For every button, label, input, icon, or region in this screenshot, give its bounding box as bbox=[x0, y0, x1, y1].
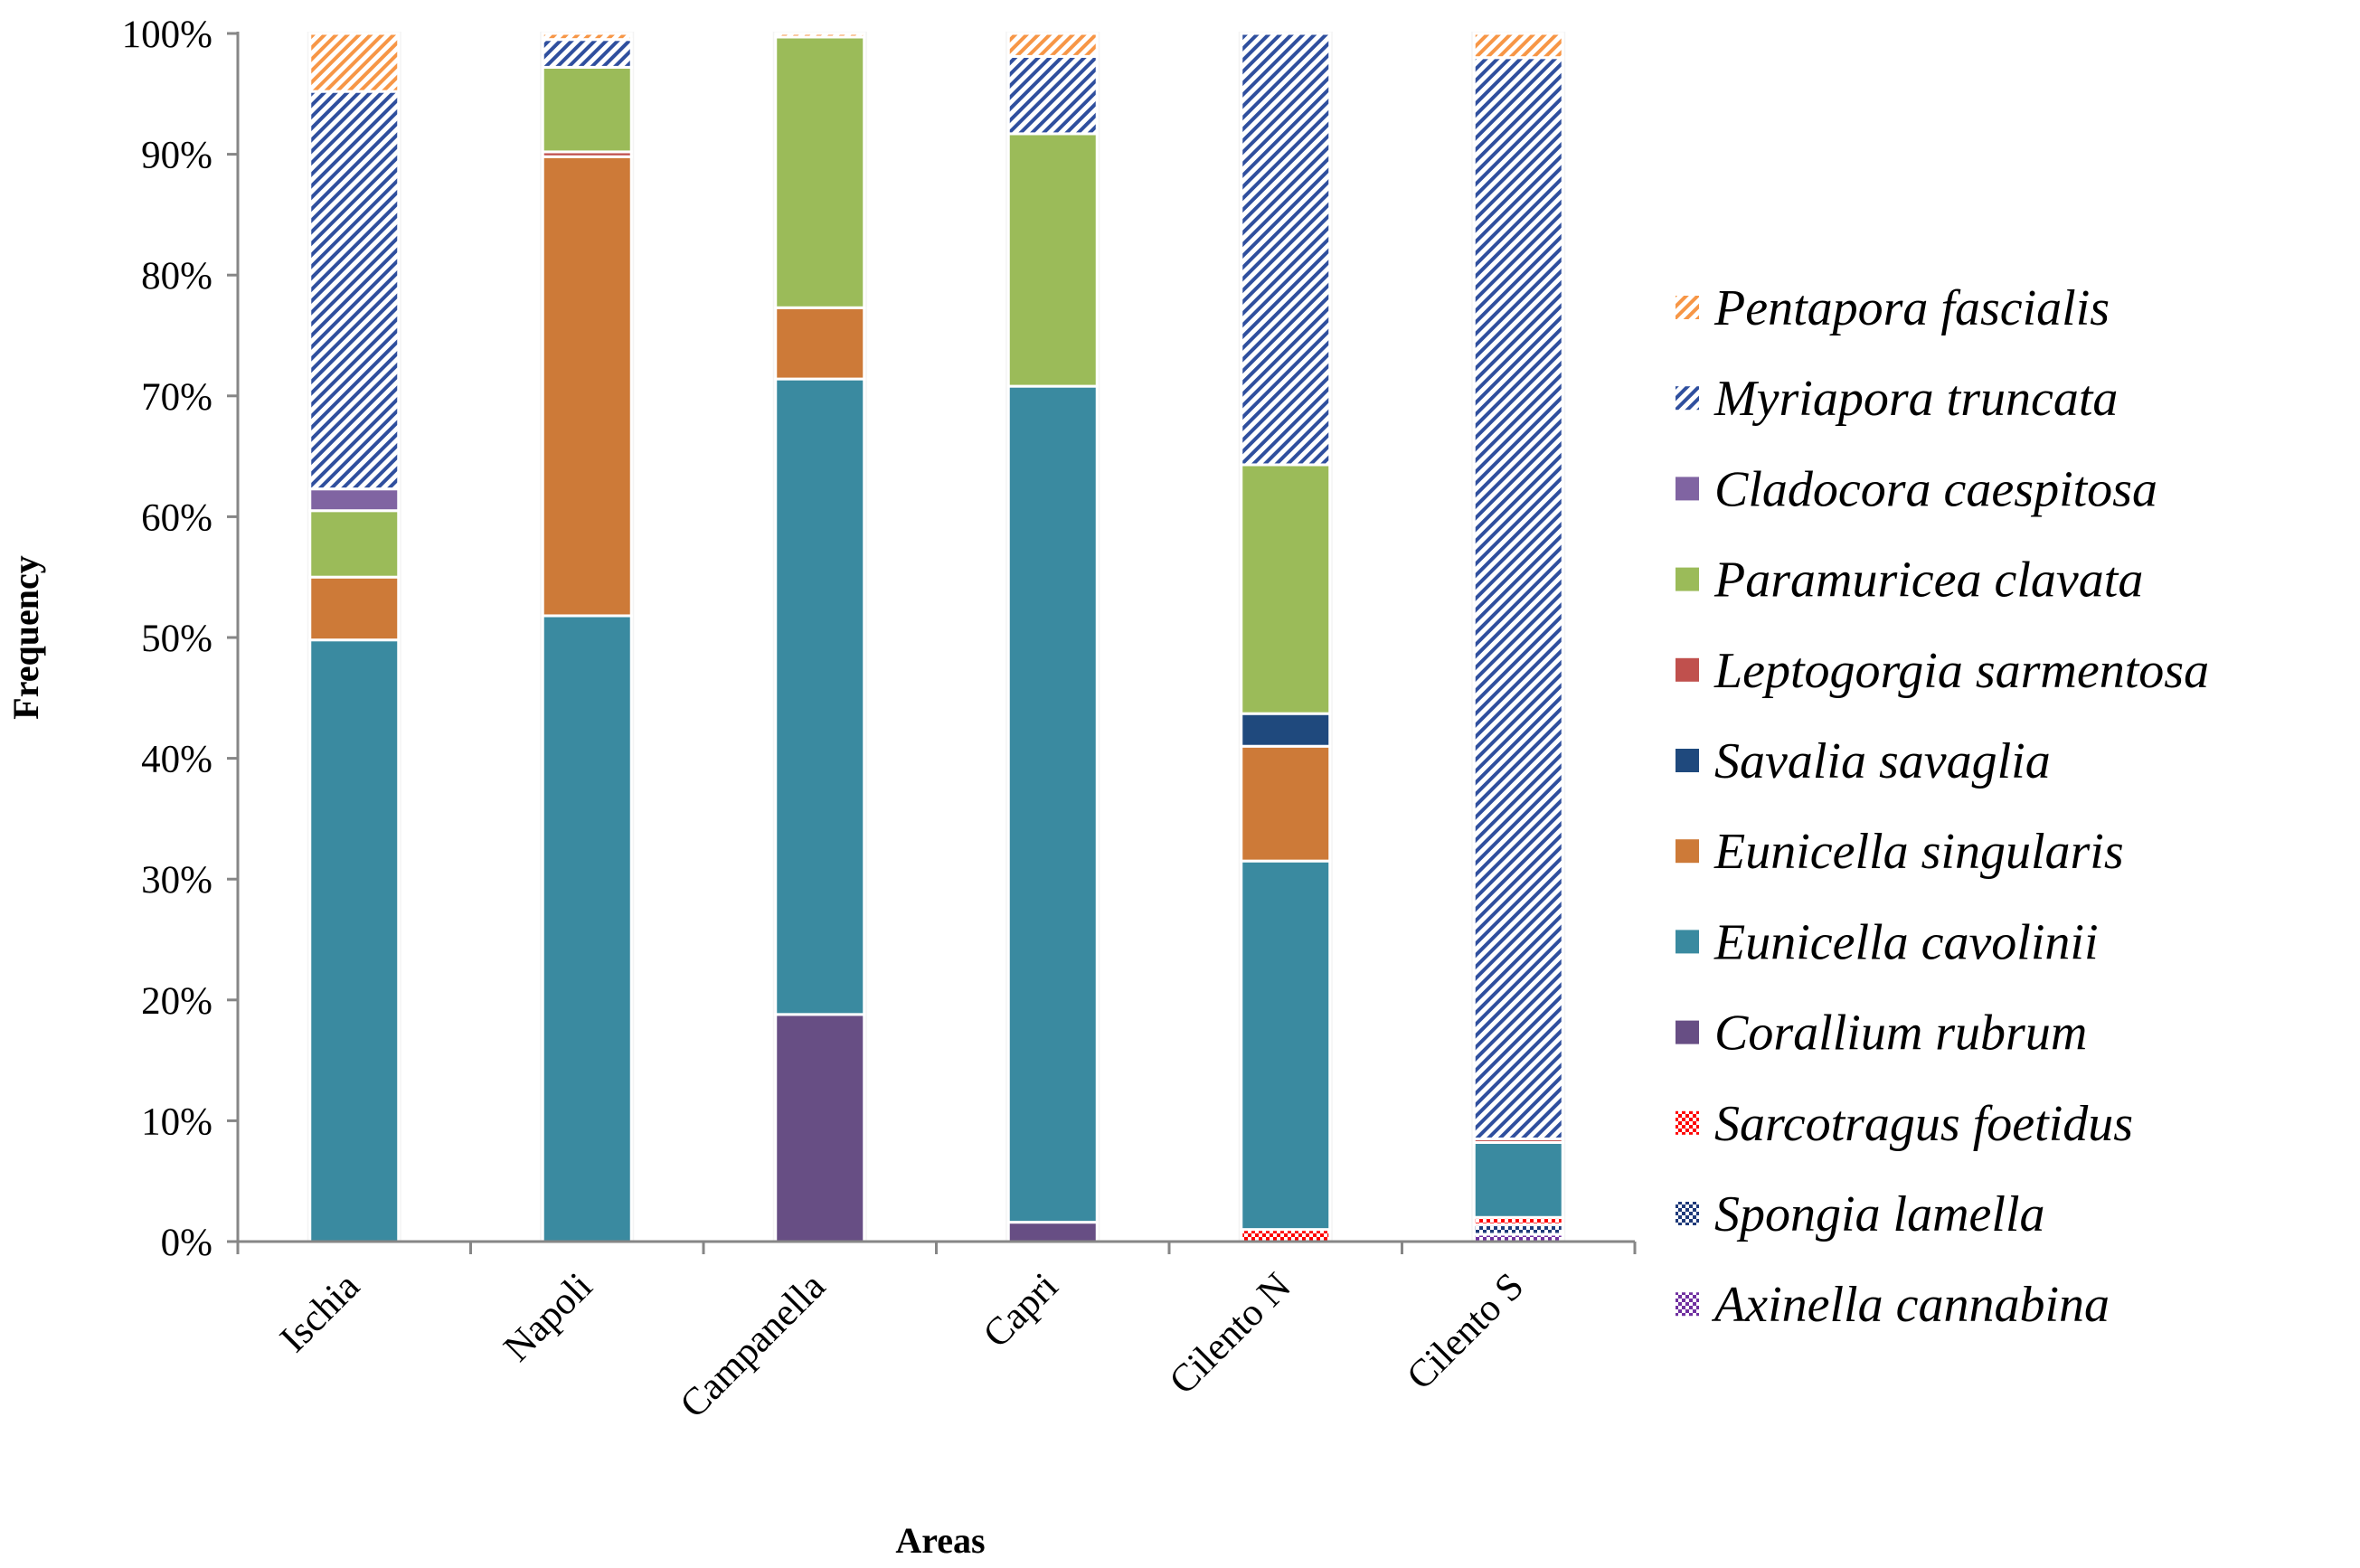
legend-swatch bbox=[1676, 477, 1699, 501]
bar-segment-cilento-n-eunicella-singularis bbox=[1240, 744, 1332, 863]
y-tick-label: 10% bbox=[141, 1100, 212, 1143]
y-tick-label: 20% bbox=[141, 980, 212, 1023]
bar-segment-cilento-n-myriapora-truncata bbox=[1240, 32, 1332, 467]
bar-stack-cilento-n bbox=[1238, 32, 1333, 1243]
bar-stack-napoli bbox=[540, 32, 635, 1243]
bar-segment-napoli-eunicella-cavolinii bbox=[541, 614, 633, 1243]
bar-segment-napoli-eunicella-singularis bbox=[541, 155, 633, 618]
legend-label: Paramuricea clavata bbox=[1713, 553, 2143, 609]
legend-item-axinella-cannabina: Axinella cannabina bbox=[1676, 1277, 2110, 1333]
bar-segment-capri-paramuricea-clavata bbox=[1006, 132, 1099, 388]
y-tick-label: 80% bbox=[141, 255, 212, 298]
bar-stack-campanella bbox=[772, 32, 867, 1243]
y-tick-label: 60% bbox=[141, 496, 212, 539]
legend-label: Eunicella cavolinii bbox=[1713, 914, 2099, 970]
legend-item-eunicella-singularis: Eunicella singularis bbox=[1676, 824, 2124, 880]
legend-label: Cladocora caespitosa bbox=[1714, 461, 2157, 517]
bars-group bbox=[307, 32, 1566, 1243]
bar-segment-cilento-n-sarcotragus-foetidus bbox=[1240, 1228, 1332, 1243]
legend-swatch bbox=[1676, 386, 1699, 411]
y-axis-title: Frequency bbox=[5, 555, 46, 719]
legend-item-eunicella-cavolinii: Eunicella cavolinii bbox=[1676, 914, 2099, 970]
x-tick-label-ischia: Ischia bbox=[272, 1265, 368, 1361]
bar-segment-cilento-s-myriapora-truncata bbox=[1472, 56, 1564, 1140]
bar-segment-cilento-n-savalia-savaglia bbox=[1240, 712, 1332, 748]
bar-segment-ischia-eunicella-cavolinii bbox=[308, 638, 401, 1243]
bar-segment-ischia-cladocora-caespitosa bbox=[308, 487, 401, 513]
legend-swatch bbox=[1676, 930, 1699, 954]
legend-label: Sarcotragus foetidus bbox=[1714, 1096, 2133, 1152]
bar-segment-napoli-pentapora-fascialis bbox=[541, 32, 633, 42]
legend-item-paramuricea-clavata: Paramuricea clavata bbox=[1676, 553, 2143, 609]
y-tick-label: 50% bbox=[141, 618, 212, 660]
legend-swatch bbox=[1676, 839, 1699, 864]
bar-segment-campanella-paramuricea-clavata bbox=[774, 35, 866, 309]
x-axis-title: Areas bbox=[895, 1520, 985, 1561]
x-tick-label-napoli: Napoli bbox=[496, 1265, 600, 1370]
legend-label: Savalia savaglia bbox=[1714, 733, 2051, 789]
legend-label: Spongia lamella bbox=[1714, 1186, 2045, 1242]
x-tick-label-capri: Capri bbox=[976, 1265, 1067, 1356]
bar-stack-capri bbox=[1005, 32, 1100, 1243]
legend-item-myriapora-truncata: Myriapora truncata bbox=[1676, 371, 2118, 427]
bar-segment-napoli-myriapora-truncata bbox=[541, 38, 633, 69]
legend-item-cladocora-caespitosa: Cladocora caespitosa bbox=[1676, 461, 2157, 517]
legend: Pentapora fascialis Myriapora truncata Cla… bbox=[1676, 280, 2209, 1333]
legend-swatch bbox=[1676, 296, 1699, 319]
legend-label: Axinella cannabina bbox=[1711, 1277, 2110, 1333]
y-tick-label: 90% bbox=[141, 135, 212, 177]
bar-segment-ischia-paramuricea-clavata bbox=[308, 509, 401, 579]
x-tick-label-cilento-n: Cilento N bbox=[1161, 1265, 1298, 1403]
legend-swatch bbox=[1676, 657, 1699, 682]
bar-segment-capri-myriapora-truncata bbox=[1006, 54, 1099, 136]
legend-label: Myriapora truncata bbox=[1713, 371, 2118, 427]
bar-stack-ischia bbox=[307, 32, 401, 1243]
legend-swatch bbox=[1676, 1110, 1699, 1135]
bar-segment-ischia-eunicella-singularis bbox=[308, 575, 401, 642]
bar-segment-cilento-s-pentapora-fascialis bbox=[1472, 32, 1564, 60]
x-tick-label-cilento-s: Cilento S bbox=[1399, 1265, 1532, 1398]
legend-item-savalia-savaglia: Savalia savaglia bbox=[1676, 733, 2051, 789]
legend-swatch bbox=[1676, 1292, 1699, 1317]
bar-stack-cilento-s bbox=[1471, 32, 1566, 1243]
y-tick-label: 40% bbox=[141, 739, 212, 781]
legend-label: Leptogorgia sarmentosa bbox=[1713, 643, 2209, 699]
bar-segment-capri-eunicella-cavolinii bbox=[1006, 384, 1099, 1224]
bar-segment-cilento-n-paramuricea-clavata bbox=[1240, 463, 1332, 715]
bar-segment-capri-pentapora-fascialis bbox=[1006, 32, 1099, 58]
legend-label: Corallium rubrum bbox=[1714, 1006, 2087, 1062]
bar-segment-campanella-pentapora-fascialis bbox=[774, 32, 866, 39]
legend-item-pentapora-fascialis: Pentapora fascialis bbox=[1676, 280, 2110, 336]
bar-segment-ischia-pentapora-fascialis bbox=[308, 32, 401, 93]
bar-segment-campanella-corallium-rubrum bbox=[774, 1013, 866, 1243]
legend-item-sarcotragus-foetidus: Sarcotragus foetidus bbox=[1676, 1096, 2133, 1152]
y-tick-label: 100% bbox=[122, 14, 212, 56]
legend-swatch bbox=[1676, 749, 1699, 772]
legend-swatch bbox=[1676, 1020, 1699, 1044]
legend-item-corallium-rubrum: Corallium rubrum bbox=[1676, 1006, 2087, 1062]
legend-label: Eunicella singularis bbox=[1713, 824, 2124, 880]
legend-item-spongia-lamella: Spongia lamella bbox=[1676, 1186, 2045, 1242]
legend-swatch bbox=[1676, 567, 1699, 591]
bar-segment-campanella-eunicella-cavolinii bbox=[774, 377, 866, 1016]
legend-item-leptogorgia-sarmentosa: Leptogorgia sarmentosa bbox=[1676, 643, 2209, 699]
bar-segment-campanella-eunicella-singularis bbox=[774, 306, 866, 381]
y-tick-label: 70% bbox=[141, 376, 212, 419]
bar-segment-cilento-s-spongia-lamella bbox=[1472, 1223, 1564, 1236]
bar-segment-cilento-s-eunicella-cavolinii bbox=[1472, 1140, 1564, 1219]
y-tick-label: 30% bbox=[141, 859, 212, 902]
y-tick-label: 0% bbox=[161, 1222, 212, 1264]
legend-swatch bbox=[1676, 1202, 1699, 1225]
bar-segment-napoli-paramuricea-clavata bbox=[541, 65, 633, 154]
legend-label: Pentapora fascialis bbox=[1713, 280, 2110, 336]
bar-segment-capri-corallium-rubrum bbox=[1006, 1221, 1099, 1243]
bar-segment-ischia-myriapora-truncata bbox=[308, 90, 401, 491]
bar-segment-cilento-n-eunicella-cavolinii bbox=[1240, 859, 1332, 1232]
x-tick-label-campanella: Campanella bbox=[672, 1265, 833, 1426]
